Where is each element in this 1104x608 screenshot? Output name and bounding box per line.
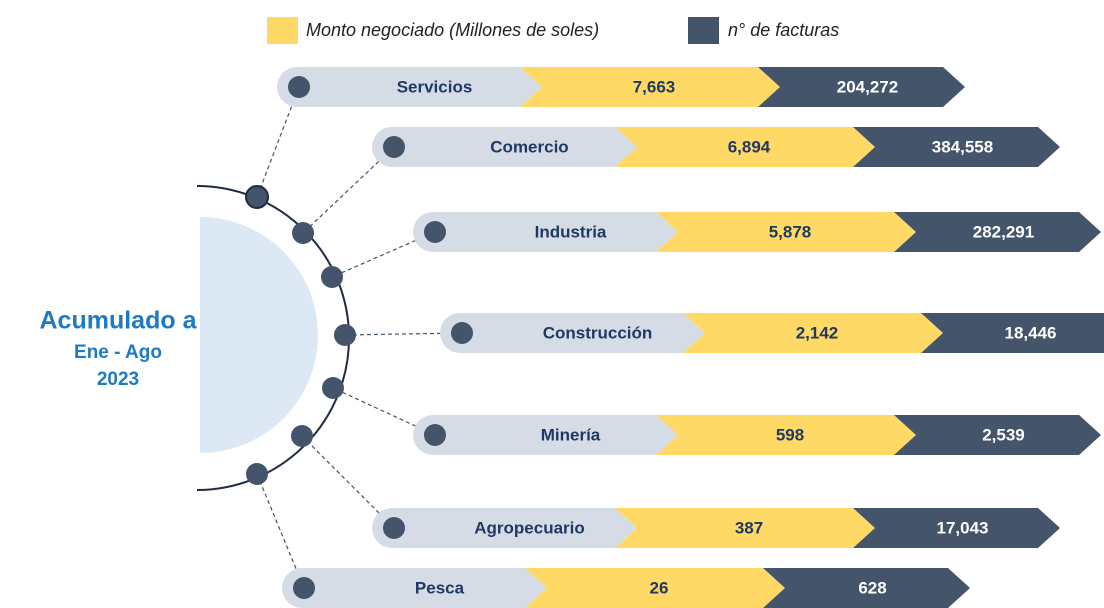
sector-label: Minería (541, 425, 601, 444)
amount-value: 7,663 (633, 77, 676, 96)
invoices-chevron (853, 508, 1060, 548)
sector-label: Comercio (490, 137, 568, 156)
side-period: Ene - Ago (74, 342, 162, 363)
invoices-value: 384,558 (932, 137, 993, 156)
sector-label: Servicios (397, 77, 473, 96)
sector-label: Pesca (415, 578, 465, 597)
invoices-value: 17,043 (937, 518, 989, 537)
sector-label: Industria (535, 222, 607, 241)
legend-amount: Monto negociado (Millones de soles) (306, 20, 599, 40)
label-pill (277, 67, 542, 107)
invoices-chevron (853, 127, 1060, 167)
invoices-chevron (758, 67, 965, 107)
invoices-value: 2,539 (982, 425, 1025, 444)
link (332, 387, 436, 436)
amount-chevron (520, 67, 780, 107)
amount-chevron (525, 568, 785, 608)
amount-chevron (656, 415, 916, 455)
legend-swatch-amount (267, 17, 298, 44)
half-disc (200, 217, 318, 453)
arc-node (246, 463, 268, 485)
link (331, 231, 436, 278)
invoices-value: 628 (858, 578, 886, 597)
link (256, 86, 300, 198)
link (344, 332, 463, 336)
amount-value: 387 (735, 518, 763, 537)
rows: Servicios 7,663 204,272 Comercio 6,894 384,55… (277, 67, 1104, 608)
side-year: 2023 (97, 369, 139, 390)
invoices-value: 282,291 (973, 222, 1034, 241)
links (256, 86, 463, 589)
invoices-value: 18,446 (1005, 323, 1057, 342)
row-dot (293, 577, 315, 599)
label-pill (440, 313, 705, 353)
invoices-chevron (763, 568, 970, 608)
row-dot (288, 76, 310, 98)
row-dot (383, 136, 405, 158)
invoices-chevron (894, 212, 1101, 252)
legend-swatch-invoices (688, 17, 719, 44)
amount-value: 26 (650, 578, 669, 597)
label-pill (282, 568, 547, 608)
arc-node (245, 185, 269, 209)
invoices-chevron (894, 415, 1101, 455)
label-pill (413, 415, 678, 455)
row-dot (424, 424, 446, 446)
nodes (245, 185, 356, 485)
invoices-value: 204,272 (837, 77, 898, 96)
label-pill (372, 508, 637, 548)
amount-chevron (615, 127, 875, 167)
label-pill (372, 127, 637, 167)
legend-invoices: n° de facturas (728, 20, 839, 40)
amount-value: 598 (776, 425, 804, 444)
amount-value: 5,878 (769, 222, 812, 241)
invoices-chevron (921, 313, 1104, 353)
amount-chevron (615, 508, 875, 548)
amount-chevron (683, 313, 943, 353)
arc-node (292, 222, 314, 244)
link (301, 435, 395, 529)
arc-node (322, 377, 344, 399)
row-dot (383, 517, 405, 539)
row-dot (424, 221, 446, 243)
amount-chevron (656, 212, 916, 252)
arc-node (334, 324, 356, 346)
arc-node (291, 425, 313, 447)
row-dot (451, 322, 473, 344)
sector-label: Agropecuario (474, 518, 585, 537)
arc-node (321, 266, 343, 288)
side-title: Acumulado a (40, 307, 198, 335)
label-pill (413, 212, 678, 252)
amount-value: 2,142 (796, 323, 839, 342)
sector-label: Construcción (543, 323, 653, 342)
amount-value: 6,894 (728, 137, 771, 156)
